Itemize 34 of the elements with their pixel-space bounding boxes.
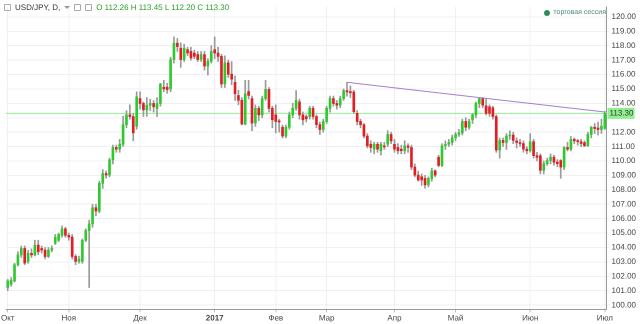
x-tick-label: Фев <box>268 313 284 322</box>
x-tick-label: Июл <box>596 313 614 322</box>
y-tick-label: 101.00 <box>612 286 637 295</box>
x-tick-label: Июн <box>522 313 538 322</box>
x-tick-label: Апр <box>387 313 402 322</box>
candlestick <box>596 122 600 136</box>
y-tick-label: 119.00 <box>612 26 636 36</box>
y-tick-label: 103.00 <box>612 257 637 266</box>
y-tick-label: 112.00 <box>612 127 636 136</box>
x-tick-label: Окт <box>0 313 15 322</box>
y-tick-label: 111.00 <box>612 142 636 151</box>
y-tick-label: 117.00 <box>612 55 636 64</box>
chart-title: USD/JPY, D, <box>15 3 60 12</box>
y-tick-label: 109.00 <box>612 170 637 180</box>
y-tick-label: 102.00 <box>612 271 637 280</box>
x-tick-label: Дек <box>133 313 148 322</box>
y-tick-label: 108.00 <box>612 185 637 194</box>
x-tick-label: 2017 <box>206 313 224 322</box>
ref-line-label: 113.30 <box>610 108 634 118</box>
y-tick-label: 100.00 <box>612 300 637 310</box>
x-tick-label: Мар <box>318 313 336 322</box>
y-tick-label: 107.00 <box>612 199 637 208</box>
y-tick-label: 110.00 <box>612 156 636 166</box>
y-tick-label: 105.00 <box>612 228 637 238</box>
y-tick-label: 116.00 <box>612 70 636 79</box>
y-tick-label: 115.00 <box>612 84 636 94</box>
x-tick-label: Май <box>448 313 464 322</box>
x-tick-label: Ноя <box>62 313 76 322</box>
y-tick-label: 104.00 <box>612 242 637 252</box>
y-tick-label: 118.00 <box>612 40 636 50</box>
y-tick-label: 106.00 <box>612 214 637 223</box>
chart-subtitle: O 112.26 H 113.45 L 112.20 C 113.30 <box>96 3 230 12</box>
y-tick-label: 120.00 <box>612 12 637 22</box>
y-tick-label: 114.00 <box>612 98 636 108</box>
